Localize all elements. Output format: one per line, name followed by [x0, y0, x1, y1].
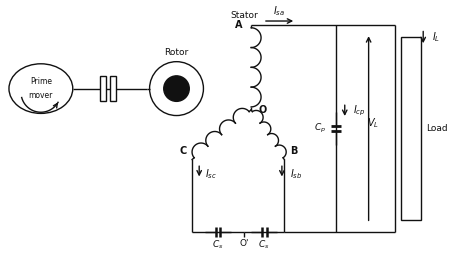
Text: C: C: [179, 146, 186, 156]
Text: $I_{cp}$: $I_{cp}$: [353, 103, 365, 118]
Text: O: O: [258, 105, 266, 115]
Text: $V_L$: $V_L$: [367, 117, 379, 131]
Text: $C_s$: $C_s$: [212, 239, 224, 251]
Text: B: B: [290, 146, 297, 156]
Text: $I_{sb}$: $I_{sb}$: [290, 167, 302, 180]
Bar: [100, 76, 106, 101]
Circle shape: [150, 62, 203, 116]
Text: $C_p$: $C_p$: [314, 122, 326, 135]
Text: $I_{sa}$: $I_{sa}$: [273, 5, 286, 18]
Bar: [401, 37, 421, 220]
Text: Prime: Prime: [30, 77, 52, 86]
Text: $I_L$: $I_L$: [432, 30, 440, 44]
Text: O': O': [239, 239, 249, 248]
Text: Load: Load: [427, 124, 448, 133]
Text: A: A: [235, 20, 243, 30]
Text: Stator: Stator: [230, 11, 258, 20]
Text: $I_{sc}$: $I_{sc}$: [205, 167, 218, 180]
Text: Rotor: Rotor: [164, 48, 189, 57]
Circle shape: [164, 76, 189, 101]
Bar: [110, 76, 116, 101]
Text: $C_s$: $C_s$: [258, 239, 270, 251]
Text: mover: mover: [29, 91, 53, 100]
